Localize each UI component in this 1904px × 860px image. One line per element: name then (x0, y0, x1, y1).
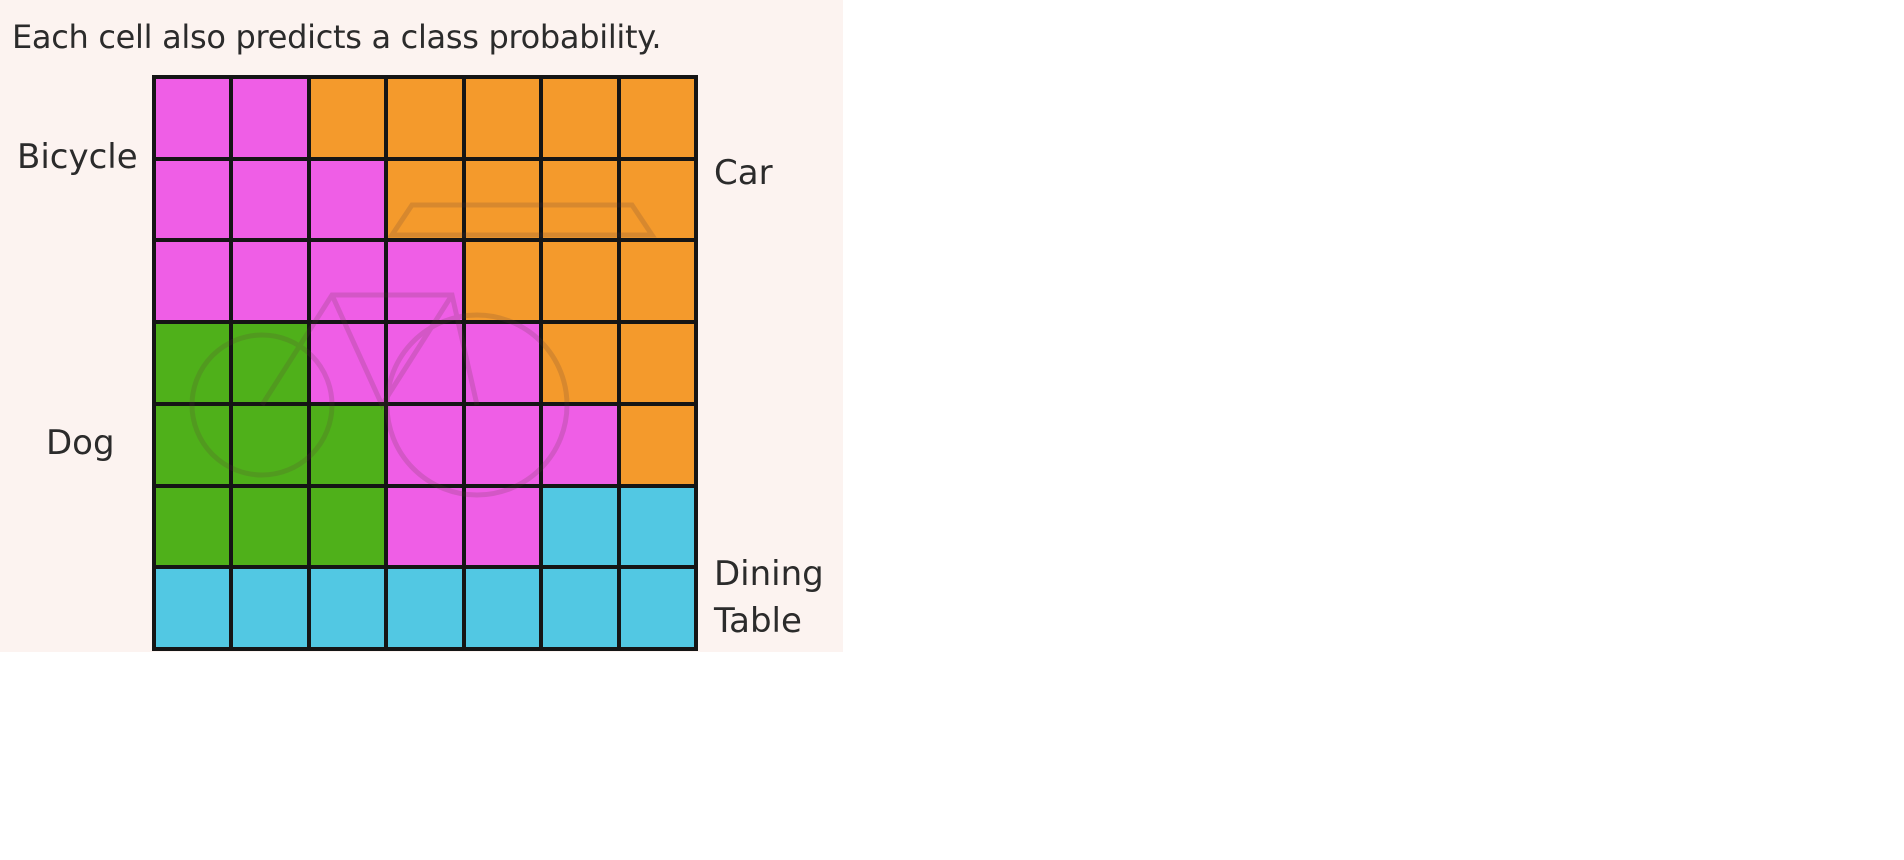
grid-cell-bicycle (233, 160, 307, 239)
grid-cell-car (388, 79, 462, 157)
grid-cell-bicycle (388, 405, 462, 484)
grid-cell-car (620, 160, 694, 239)
grid-cell-car (620, 79, 694, 157)
grid-cell-bicycle (465, 324, 540, 402)
grid-cell-dog (156, 487, 230, 566)
label-car: Car (714, 153, 773, 193)
grid-cell-dog (310, 405, 385, 484)
grid-cell-bicycle (388, 324, 462, 402)
grid-cell-bicycle (310, 242, 385, 321)
label-dog: Dog (46, 423, 115, 463)
grid-cell-car (543, 324, 617, 402)
grid-cell-car (388, 160, 462, 239)
grid-cell-bicycle (465, 487, 540, 566)
grid-cell-dog (233, 487, 307, 566)
grid-cell-table (620, 487, 694, 566)
grid-cell-car (465, 242, 540, 321)
grid-cell-table (543, 487, 617, 566)
label-table: Table (714, 601, 802, 641)
grid-cell-bicycle (388, 242, 462, 321)
class-probability-grid (152, 75, 698, 651)
grid-cell-table (156, 569, 230, 647)
grid-cell-dog (310, 487, 385, 566)
grid-cell-bicycle (465, 405, 540, 484)
grid-cell-car (620, 405, 694, 484)
label-dining: Dining (714, 554, 824, 594)
grid-cell-car (543, 242, 617, 321)
grid-cell-table (388, 569, 462, 647)
grid-cell-car (620, 242, 694, 321)
grid-cell-table (310, 569, 385, 647)
grid-cells (156, 79, 694, 647)
slide-caption: Each cell also predicts a class probabil… (12, 18, 662, 56)
grid-cell-bicycle (156, 160, 230, 239)
grid-cell-bicycle (156, 79, 230, 157)
grid-cell-bicycle (156, 242, 230, 321)
grid-cell-bicycle (310, 324, 385, 402)
grid-cell-dog (156, 405, 230, 484)
grid-cell-table (233, 569, 307, 647)
grid-cell-table (620, 569, 694, 647)
grid-cell-dog (233, 324, 307, 402)
grid-cell-table (543, 569, 617, 647)
grid-cell-bicycle (310, 160, 385, 239)
slide: Each cell also predicts a class probabil… (0, 0, 843, 652)
grid-cell-car (465, 79, 540, 157)
grid-cell-table (465, 569, 540, 647)
grid-cell-bicycle (543, 405, 617, 484)
grid-cell-dog (233, 405, 307, 484)
grid-cell-car (310, 79, 385, 157)
grid-cell-car (620, 324, 694, 402)
grid-cell-bicycle (388, 487, 462, 566)
grid-cell-bicycle (233, 79, 307, 157)
label-bicycle: Bicycle (17, 137, 138, 177)
grid-cell-car (465, 160, 540, 239)
grid-cell-bicycle (233, 242, 307, 321)
grid-cell-car (543, 160, 617, 239)
grid-cell-dog (156, 324, 230, 402)
grid-cell-car (543, 79, 617, 157)
